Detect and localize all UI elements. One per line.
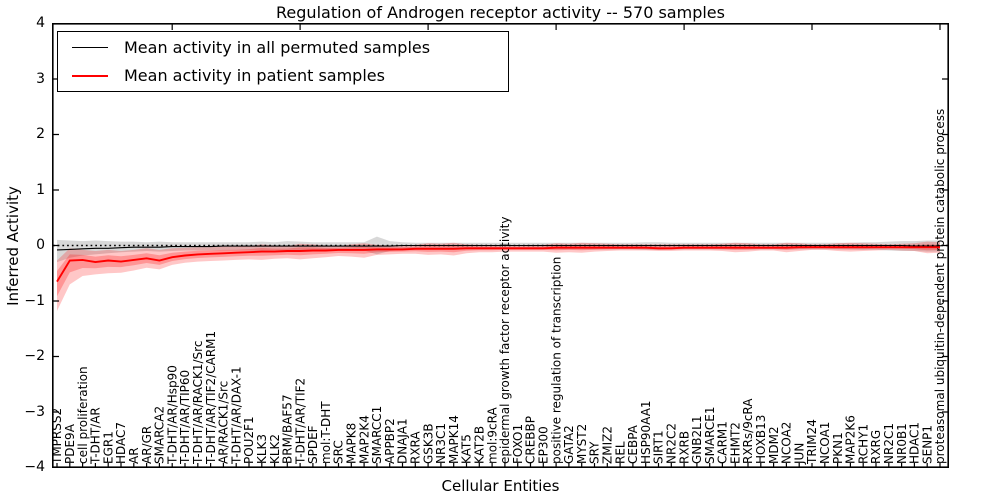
entity-label: KLK3 xyxy=(255,434,269,464)
entity-label: PKN1 xyxy=(831,432,845,464)
entity-label: MAPK8 xyxy=(345,423,359,464)
entity-label: proteasomal ubiquitin-dependent protein … xyxy=(933,109,947,464)
entity-label: MAPK14 xyxy=(447,415,461,464)
patient-samples-range-band xyxy=(57,241,940,311)
y-tick-label: −3 xyxy=(24,403,45,420)
entity-label: mol:T-DHT xyxy=(319,401,333,464)
entity-label: BRM/BAF57 xyxy=(281,394,295,464)
entity-label: PDE9A xyxy=(63,423,77,464)
permuted-mean-line xyxy=(56,244,940,251)
entity-label: T-DHT/AR/Hsp90 xyxy=(165,365,179,465)
entity-label: AR xyxy=(127,447,141,464)
entity-label: positive regulation of transcription xyxy=(549,257,563,464)
entity-label: NCOA1 xyxy=(818,422,832,464)
entity-label: SMARCC1 xyxy=(370,406,384,464)
legend-entry-patient: Mean activity in patient samples xyxy=(58,62,508,89)
y-tick-label: −1 xyxy=(24,292,45,309)
entity-label: T-DHT/AR/TIF2 xyxy=(293,378,307,465)
y-tick-label: −2 xyxy=(24,348,45,364)
entity-label: JUN xyxy=(792,443,806,465)
entity-label: CEBPA xyxy=(626,424,640,464)
entity-label: KLK2 xyxy=(268,434,282,464)
entity-label: REL xyxy=(613,441,627,464)
chart-title: Regulation of Androgen receptor activity… xyxy=(276,3,725,22)
entity-label: T-DHT/AR/TIP60 xyxy=(178,370,192,465)
entity-label: RXRs/9cRA xyxy=(741,398,755,464)
entity-label: NCOA2 xyxy=(780,422,794,464)
entity-label: MYST2 xyxy=(575,424,589,464)
y-tick-label: 1 xyxy=(36,181,45,198)
entity-label: DNAJA1 xyxy=(396,418,410,464)
entity-label: TMPRSS2 xyxy=(52,408,64,465)
entity-label: T-DHT/AR/RACK1/Src xyxy=(191,341,205,465)
entity-label: CARM1 xyxy=(716,421,730,464)
entity-label: RXRB xyxy=(677,431,691,464)
entity-label: EP300 xyxy=(537,426,551,464)
entity-label: RXRG xyxy=(869,430,883,464)
patient-line-sample-icon xyxy=(72,74,108,77)
entity-label: TRIM24 xyxy=(805,419,819,465)
entity-label: SRC xyxy=(332,440,346,464)
entity-label: FOXO1 xyxy=(511,424,525,464)
x-axis-label: Cellular Entities xyxy=(441,477,560,495)
entity-label: HDAC7 xyxy=(114,422,128,464)
entity-label: SMARCA2 xyxy=(153,406,167,464)
entity-label: AR/RACK1/Src xyxy=(217,381,231,464)
entity-label: GSK3B xyxy=(421,423,435,464)
entity-label: MAP2K6 xyxy=(844,415,858,464)
entity-label: mol:9cRA xyxy=(485,407,499,464)
y-tick-label: 0 xyxy=(36,237,45,253)
entity-label: AR/GR xyxy=(140,426,154,464)
entity-label: NR2C1 xyxy=(882,423,896,464)
permuted-line-sample-icon xyxy=(72,46,108,48)
legend-label-permuted: Mean activity in all permuted samples xyxy=(124,37,431,57)
entity-label: EHMT2 xyxy=(728,422,742,464)
y-tick-label: 4 xyxy=(36,15,45,31)
y-tick-label: −4 xyxy=(24,459,45,475)
patient-mean-line xyxy=(56,246,940,283)
entity-label: SRY xyxy=(588,441,602,464)
entity-label: EGR1 xyxy=(101,431,115,464)
entity-label: NR3C1 xyxy=(434,423,448,464)
entity-label: T-DHT/AR xyxy=(89,407,103,465)
y-tick-label: 3 xyxy=(36,70,45,87)
entity-label: NR0B1 xyxy=(895,423,909,464)
entity-label: T-DHT/AR/TIF2/CARM1 xyxy=(204,331,218,465)
entity-label: GNB2L1 xyxy=(690,416,704,464)
axes-spines xyxy=(52,23,949,468)
entity-label: CREBBP xyxy=(524,416,538,464)
permuted-samples-range-band xyxy=(57,236,940,263)
entity-label: KAT5 xyxy=(460,434,474,464)
entity-label: POU2F1 xyxy=(242,416,256,464)
entity-label: SENP1 xyxy=(920,425,934,464)
entity-label: ZMIZ2 xyxy=(601,426,615,464)
entity-label: GATA2 xyxy=(562,425,576,464)
entity-label: epidermal growth factor receptor activit… xyxy=(498,217,512,464)
entity-label: MDM2 xyxy=(767,426,781,464)
entity-label: HOXB13 xyxy=(754,415,768,464)
entity-label: APPBP2 xyxy=(383,418,397,464)
entity-label: HSP90AA1 xyxy=(639,400,653,464)
legend-label-patient: Mean activity in patient samples xyxy=(124,66,385,86)
entity-label: SMARCE1 xyxy=(703,406,717,464)
entity-label: KAT2B xyxy=(473,426,487,464)
y-tick-label: 2 xyxy=(36,126,45,142)
entity-label: MAP2K4 xyxy=(357,415,371,464)
entity-label: RCHY1 xyxy=(856,424,870,464)
entity-label: RXRA xyxy=(409,431,423,464)
entity-label: HDAC1 xyxy=(908,422,922,464)
legend: Mean activity in all permuted samples Me… xyxy=(57,31,509,92)
entity-label: SIRT1 xyxy=(652,430,666,464)
legend-entry-permuted: Mean activity in all permuted samples xyxy=(58,34,508,61)
entity-label: cell proliferation xyxy=(76,366,90,464)
entity-label: NR2C2 xyxy=(665,423,679,464)
entity-label: T-DHT/AR/DAX-1 xyxy=(229,366,243,465)
entity-label: SPDEF xyxy=(306,425,320,464)
